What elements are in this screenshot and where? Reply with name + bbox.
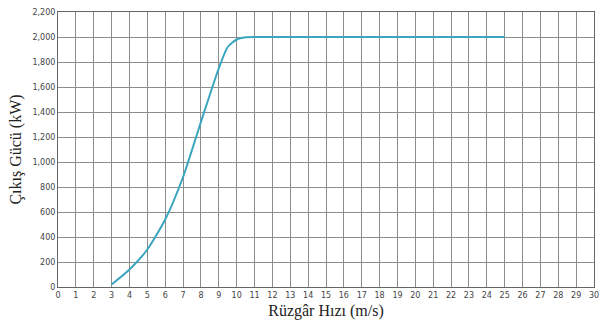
svg-text:1,800: 1,800 (32, 58, 55, 67)
svg-text:2,200: 2,200 (32, 8, 55, 17)
svg-text:400: 400 (40, 233, 55, 242)
svg-text:1,400: 1,400 (32, 108, 55, 117)
svg-text:0: 0 (50, 283, 55, 292)
svg-text:28: 28 (553, 291, 563, 300)
svg-text:23: 23 (464, 291, 474, 300)
svg-text:5: 5 (145, 291, 150, 300)
svg-text:800: 800 (40, 183, 55, 192)
svg-text:12: 12 (267, 291, 277, 300)
svg-text:17: 17 (357, 291, 367, 300)
svg-text:11: 11 (249, 291, 259, 300)
svg-text:4: 4 (127, 291, 132, 300)
svg-text:8: 8 (198, 291, 203, 300)
svg-text:7: 7 (181, 291, 186, 300)
svg-text:26: 26 (517, 291, 527, 300)
svg-text:27: 27 (535, 291, 545, 300)
svg-text:6: 6 (163, 291, 168, 300)
svg-text:19: 19 (392, 291, 402, 300)
svg-text:16: 16 (339, 291, 349, 300)
svg-text:1,000: 1,000 (32, 158, 55, 167)
svg-text:22: 22 (446, 291, 456, 300)
svg-text:9: 9 (216, 291, 221, 300)
svg-text:15: 15 (321, 291, 331, 300)
svg-text:1,600: 1,600 (32, 83, 55, 92)
svg-text:1,200: 1,200 (32, 133, 55, 142)
svg-text:13: 13 (285, 291, 295, 300)
svg-text:3: 3 (109, 291, 114, 300)
svg-text:0: 0 (55, 291, 60, 300)
svg-text:18: 18 (375, 291, 385, 300)
svg-text:1: 1 (73, 291, 78, 300)
svg-text:25: 25 (500, 291, 510, 300)
svg-text:14: 14 (303, 291, 313, 300)
svg-text:30: 30 (589, 291, 599, 300)
svg-text:10: 10 (232, 291, 242, 300)
svg-text:Rüzgâr Hızı (m/s): Rüzgâr Hızı (m/s) (268, 302, 384, 320)
svg-text:2,000: 2,000 (32, 33, 55, 42)
svg-text:600: 600 (40, 208, 55, 217)
svg-text:2: 2 (91, 291, 96, 300)
svg-text:200: 200 (40, 258, 55, 267)
svg-text:29: 29 (571, 291, 581, 300)
svg-text:21: 21 (428, 291, 438, 300)
svg-text:24: 24 (482, 291, 492, 300)
svg-text:20: 20 (410, 291, 420, 300)
svg-text:Çıkış Gücü (kW): Çıkış Gücü (kW) (7, 94, 25, 204)
